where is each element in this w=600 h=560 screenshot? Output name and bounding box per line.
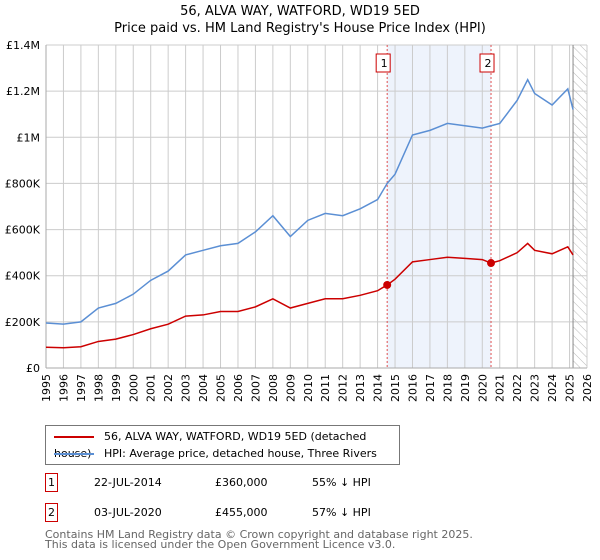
- legend: 56, ALVA WAY, WATFORD, WD19 5ED (detache…: [45, 425, 400, 465]
- blue-line-swatch: [54, 453, 94, 455]
- y-tick-label: £0: [26, 362, 40, 375]
- x-tick-label: 2008: [267, 374, 280, 402]
- x-tick-label: 1996: [57, 374, 70, 402]
- x-tick-label: 2001: [145, 374, 158, 402]
- sale-date: 22-JUL-2014: [94, 476, 162, 489]
- x-tick-label: 2012: [337, 374, 350, 402]
- sale-badge-label: 1: [381, 57, 388, 70]
- x-tick-label: 2021: [494, 374, 507, 402]
- sale-hpi: 55% ↓ HPI: [312, 476, 371, 489]
- title-line: 56, ALVA WAY, WATFORD, WD19 5ED: [180, 4, 420, 19]
- sale-badge: [375, 53, 391, 73]
- x-tick-label: 2007: [249, 374, 262, 402]
- x-tick-label: 2006: [232, 374, 245, 402]
- sale-hpi: 57% ↓ HPI: [312, 506, 371, 519]
- x-tick-label: 2011: [319, 374, 332, 402]
- x-tick-label: 2019: [459, 374, 472, 402]
- subtitle-line: Price paid vs. HM Land Registry's House …: [114, 21, 486, 36]
- footer-line: Contains HM Land Registry data © Crown c…: [45, 528, 473, 541]
- sale-row: 2 03-JUL-2020 £455,000 57% ↓ HPI: [45, 503, 445, 523]
- x-tick-label: 2014: [372, 374, 385, 402]
- red-line-swatch: [54, 436, 94, 438]
- chart-title: 56, ALVA WAY, WATFORD, WD19 5ED Price pai…: [0, 3, 600, 37]
- x-tick-label: 2022: [511, 374, 524, 402]
- x-tick-label: 2002: [162, 374, 175, 402]
- x-tick-label: 2025: [564, 374, 577, 402]
- sale-point: [383, 280, 392, 289]
- footer: Contains HM Land Registry data © Crown c…: [45, 528, 473, 551]
- x-tick-label: 1998: [92, 374, 105, 402]
- x-tick-label: 2020: [476, 374, 489, 402]
- legend-label: HPI: Average price, detached house, Thre…: [104, 447, 377, 460]
- legend-item-property: 56, ALVA WAY, WATFORD, WD19 5ED (detache…: [54, 428, 399, 460]
- sale-row: 1 22-JUL-2014 £360,000 55% ↓ HPI: [45, 473, 445, 493]
- x-tick-label: 1997: [75, 374, 88, 402]
- sale-period-shading: [387, 45, 492, 368]
- x-tick-label: 2005: [215, 374, 228, 402]
- y-tick-label: £1M: [17, 131, 41, 144]
- marker-badge: 1: [45, 473, 58, 492]
- y-tick-label: £1.2M: [6, 85, 40, 98]
- x-tick-label: 1999: [110, 374, 123, 402]
- sale-price: £455,000: [215, 506, 268, 519]
- legend-item-hpi: HPI: Average price, detached house, Thre…: [54, 445, 377, 462]
- sale-price: £360,000: [215, 476, 268, 489]
- sale-date: 03-JUL-2020: [94, 506, 162, 519]
- sale-badge: [479, 53, 495, 73]
- x-tick-label: 2009: [284, 374, 297, 402]
- x-tick-label: 1995: [40, 374, 53, 402]
- x-tick-label: 2004: [197, 374, 210, 402]
- price-chart: 1995 1996 1997 1998 1999 2000 2001 2002 2003 2004…: [5, 39, 594, 402]
- series-line: [45, 77, 574, 325]
- sale-point: [487, 259, 496, 268]
- sale-badge-label: 2: [485, 57, 492, 70]
- series-line: [45, 242, 574, 349]
- x-tick-label: 2000: [127, 374, 140, 402]
- y-tick-label: £200K: [5, 316, 41, 329]
- x-tick-label: 2018: [441, 374, 454, 402]
- x-tick-label: 2003: [180, 374, 193, 402]
- x-tick-label: 2016: [406, 374, 419, 402]
- x-tick-label: 2023: [529, 374, 542, 402]
- y-tick-label: £1.4M: [6, 39, 40, 52]
- x-tick-label: 2026: [581, 374, 594, 402]
- x-tick-label: 2024: [546, 374, 559, 402]
- x-tick-label: 2013: [354, 374, 367, 402]
- hatched-region: [573, 45, 587, 368]
- y-tick-label: £600K: [5, 224, 41, 237]
- x-tick-label: 2015: [389, 374, 402, 402]
- x-tick-label: 2017: [424, 374, 437, 402]
- x-tick-label: 2010: [302, 374, 315, 402]
- footer-line: This data is licensed under the Open Gov…: [45, 538, 396, 551]
- marker-badge: 2: [45, 503, 58, 522]
- y-tick-label: £400K: [5, 270, 41, 283]
- y-tick-label: £800K: [5, 177, 41, 190]
